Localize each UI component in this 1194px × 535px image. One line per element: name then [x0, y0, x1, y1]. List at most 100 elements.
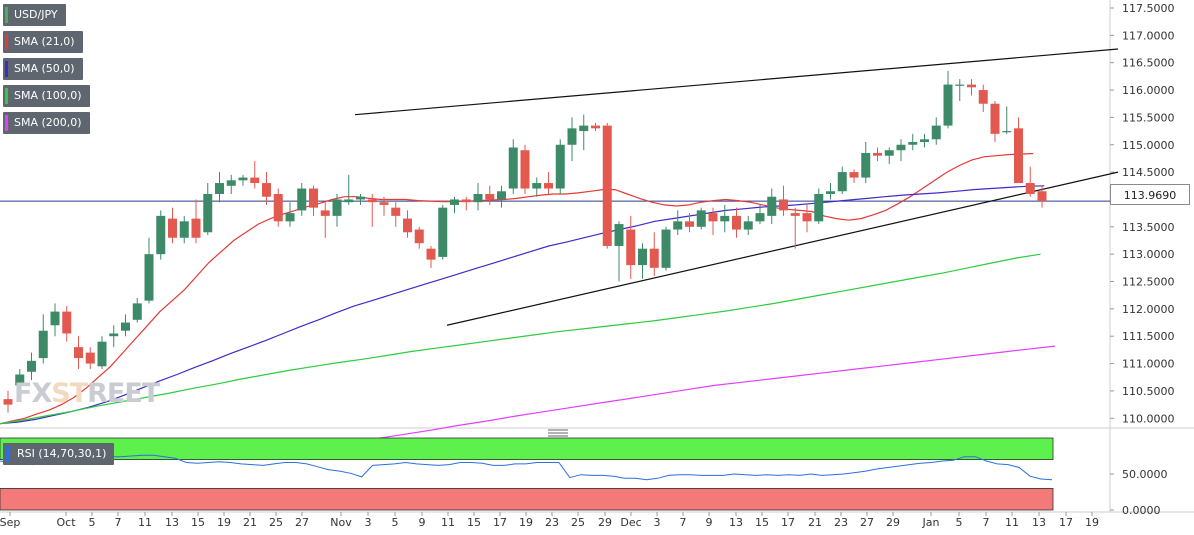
legend-swatch — [5, 7, 8, 23]
legend-item[interactable]: USD/JPY — [3, 4, 66, 26]
candle-body — [438, 207, 448, 257]
candle-body — [720, 215, 730, 222]
candle — [74, 336, 83, 370]
candle-body — [497, 191, 506, 200]
candle-body — [555, 144, 565, 189]
candle-body — [579, 125, 589, 132]
candle-body — [144, 254, 154, 301]
x-tick-label: 25 — [571, 516, 585, 529]
candle — [532, 177, 542, 197]
sma-line-4 — [344, 345, 1056, 444]
candle-body — [826, 191, 835, 194]
y-tick-label: 114.5000 — [1122, 166, 1175, 179]
candle-body — [297, 188, 307, 211]
candle — [720, 204, 730, 233]
candle — [520, 144, 530, 194]
candle — [826, 183, 835, 200]
y-tick-label: 117.0000 — [1122, 29, 1175, 42]
candle-body — [379, 202, 389, 205]
candle-body — [1014, 128, 1023, 184]
candle-body — [426, 248, 436, 260]
candle-body — [121, 322, 130, 331]
candle-body — [332, 199, 342, 216]
candle — [661, 226, 671, 271]
x-tick-label: 21 — [243, 516, 257, 529]
candle — [50, 303, 60, 337]
candle — [790, 207, 800, 249]
legend-swatch — [5, 34, 8, 50]
candle-body — [908, 142, 918, 145]
x-tick-label: 17 — [781, 516, 795, 529]
candle-body — [626, 229, 636, 266]
candle — [732, 207, 741, 238]
y-tick-label: 110.0000 — [1122, 412, 1175, 425]
x-tick-label: 23 — [545, 516, 559, 529]
candle-body — [755, 213, 765, 222]
candle — [356, 193, 365, 205]
candle — [767, 188, 777, 225]
x-tick-label: 17 — [493, 516, 507, 529]
candle-body — [50, 311, 60, 326]
candle — [62, 306, 72, 342]
candle — [861, 142, 871, 184]
x-tick-label: 9 — [419, 516, 426, 529]
candle-body — [955, 84, 965, 86]
candle-body — [567, 128, 577, 145]
candle-body — [978, 90, 988, 104]
x-tick-label: 11 — [138, 516, 152, 529]
brand-part3: REET — [87, 378, 160, 409]
legend-item[interactable]: SMA (21,0) — [3, 31, 83, 53]
candle-body — [743, 221, 753, 230]
candle — [485, 185, 495, 205]
candle-body — [156, 215, 166, 255]
candle — [967, 79, 976, 96]
candle — [649, 232, 659, 277]
candle-body — [473, 193, 483, 203]
candle — [132, 297, 142, 323]
candle-body — [990, 103, 1000, 134]
x-tick-label: 29 — [886, 516, 900, 529]
candle-body — [673, 221, 683, 230]
candle — [567, 117, 577, 162]
candle-body — [356, 196, 365, 200]
candle-body — [1002, 131, 1012, 133]
brand-watermark: FXSTREET — [14, 378, 160, 409]
candle-body — [344, 199, 354, 203]
candle — [802, 204, 812, 233]
candle-body — [767, 196, 777, 216]
candle — [226, 174, 236, 194]
candle-body — [544, 183, 553, 189]
candle — [15, 369, 25, 397]
x-tick-label: 7 — [680, 516, 687, 529]
candle-body — [638, 248, 647, 266]
x-tick-label: 21 — [808, 516, 822, 529]
candle-body — [191, 218, 201, 238]
y-tick-label: 115.0000 — [1122, 139, 1175, 152]
y-tick-label: 117.5000 — [1122, 2, 1175, 15]
candle-body — [132, 303, 142, 320]
rsi-legend[interactable]: RSI (14,70,30,1) — [3, 443, 115, 465]
candle-body — [109, 333, 119, 337]
candle-body — [62, 311, 72, 334]
candle — [121, 314, 130, 337]
candle — [884, 147, 894, 164]
candle-body — [15, 374, 25, 386]
candle-body — [1025, 183, 1035, 194]
candle — [943, 70, 953, 129]
candle — [273, 188, 283, 227]
pane-resize-handle[interactable] — [548, 429, 568, 437]
legend-swatch — [5, 115, 8, 131]
candle-body — [320, 210, 330, 216]
candle — [755, 204, 765, 225]
candle-body — [732, 215, 741, 230]
candle — [438, 204, 448, 260]
x-tick-label: 15 — [467, 516, 481, 529]
candle-body — [97, 341, 107, 367]
candle-body — [285, 213, 295, 222]
x-tick-label: Sep — [0, 516, 20, 529]
candle — [85, 347, 95, 370]
legend-item[interactable]: SMA (100,0) — [3, 85, 90, 107]
legend-item[interactable]: SMA (50,0) — [3, 58, 83, 80]
legend-item[interactable]: SMA (200,0) — [3, 112, 90, 134]
x-tick-label: 7 — [115, 516, 122, 529]
